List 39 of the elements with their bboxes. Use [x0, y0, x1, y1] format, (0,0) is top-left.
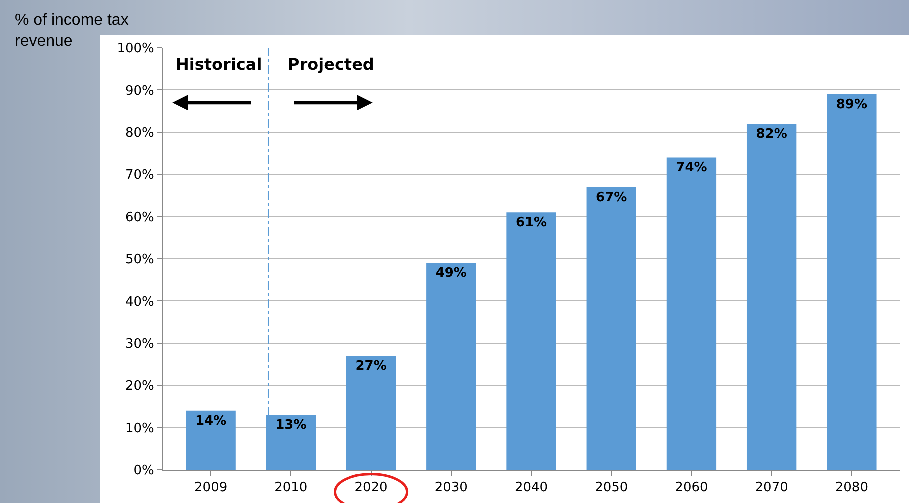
data-label: 61%	[516, 216, 548, 231]
x-tick-label: 2009	[194, 480, 228, 496]
x-tick-label: 2010	[274, 480, 308, 496]
data-label: 49%	[436, 266, 467, 282]
data-label: 14%	[196, 414, 227, 429]
bar	[186, 410, 236, 470]
data-label: 67%	[596, 190, 628, 206]
data-label: 89%	[836, 97, 868, 112]
y-tick-label: 20%	[125, 379, 154, 394]
y-tick-label: 100%	[117, 42, 154, 57]
bar	[746, 124, 797, 470]
bar	[506, 212, 556, 470]
y-tick-label: 40%	[125, 294, 154, 310]
annotation: Projected	[288, 55, 374, 74]
x-tick-label: 2040	[514, 480, 548, 496]
x-tick-label: 2080	[835, 480, 868, 496]
y-tick-label: 10%	[125, 421, 154, 436]
x-tick-label: 2030	[434, 480, 468, 496]
y-tick-label: 80%	[125, 126, 154, 141]
y-tick-label: 50%	[125, 252, 154, 268]
y-tick-label: 0%	[134, 464, 154, 479]
bar	[827, 94, 877, 470]
y-tick-label: 60%	[125, 210, 154, 226]
y-tick-label: 90%	[125, 84, 154, 99]
y-tick-label: 70%	[125, 168, 154, 184]
bar	[586, 187, 636, 470]
y-tick-label: 30%	[125, 336, 154, 352]
data-label: 13%	[276, 418, 307, 434]
x-tick-label: 2060	[675, 480, 708, 496]
bar	[426, 263, 476, 470]
bar	[666, 158, 717, 470]
annotation: Historical	[176, 55, 262, 74]
bar	[346, 356, 396, 470]
data-label: 82%	[756, 126, 788, 142]
x-tick-label: 2070	[755, 480, 788, 496]
data-label: 74%	[676, 160, 708, 176]
data-label: 27%	[356, 359, 387, 374]
x-tick-label: 2050	[595, 480, 628, 496]
x-tick-label: 2020	[354, 480, 388, 496]
